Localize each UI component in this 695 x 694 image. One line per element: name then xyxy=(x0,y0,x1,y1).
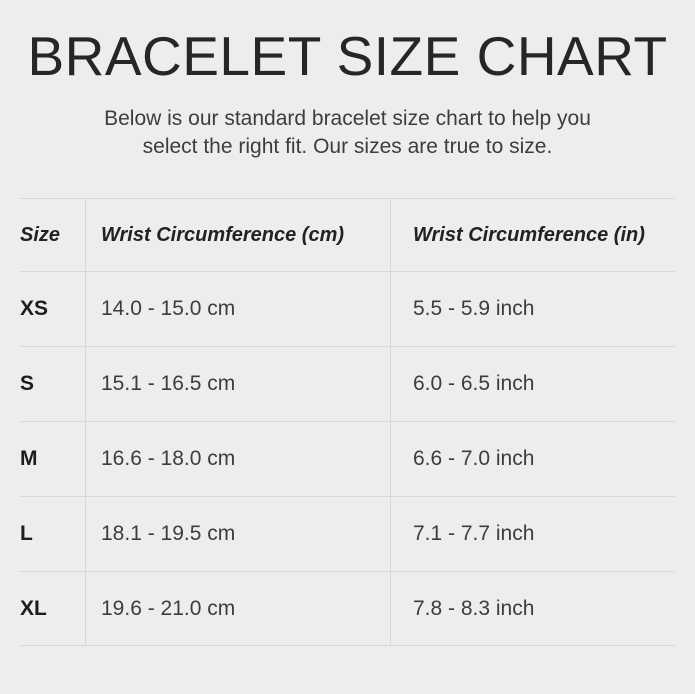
table-row-s: S 15.1 - 16.5 cm 6.0 - 6.5 inch xyxy=(20,346,675,421)
cm-range: 19.6 - 21.0 cm xyxy=(85,572,390,645)
header-cell-size: Size xyxy=(20,223,61,246)
page-subtitle: Below is our standard bracelet size char… xyxy=(38,105,658,161)
inch-range: 5.5 - 5.9 inch xyxy=(390,272,675,346)
size-label: L xyxy=(20,522,33,545)
table-row-xs: XS 14.0 - 15.0 cm 5.5 - 5.9 inch xyxy=(20,271,675,346)
inch-range: 7.1 - 7.7 inch xyxy=(390,497,675,571)
cm-range: 18.1 - 19.5 cm xyxy=(85,497,390,571)
inch-range: 7.8 - 8.3 inch xyxy=(390,572,675,645)
inch-range: 6.0 - 6.5 inch xyxy=(390,347,675,421)
cm-range: 14.0 - 15.0 cm xyxy=(85,272,390,346)
inch-range: 6.6 - 7.0 inch xyxy=(390,422,675,496)
header-cell-cm: Wrist Circumference (cm) xyxy=(85,199,390,271)
size-label: XL xyxy=(20,596,47,620)
subtitle-line-1: Below is our standard bracelet size char… xyxy=(104,106,591,130)
header-cell-inch: Wrist Circumference (in) xyxy=(390,199,675,271)
size-label: S xyxy=(20,372,35,395)
subtitle-line-2: select the right fit. Our sizes are true… xyxy=(142,134,553,158)
size-label: XS xyxy=(20,297,49,320)
table-header-row: Size Wrist Circumference (cm) Wrist Circ… xyxy=(20,198,675,271)
table-row-m: M 16.6 - 18.0 cm 6.6 - 7.0 inch xyxy=(20,421,675,496)
header-block: BRACELET SIZE CHART Below is our standar… xyxy=(0,0,695,161)
page-title: BRACELET SIZE CHART xyxy=(27,25,668,87)
cm-range: 16.6 - 18.0 cm xyxy=(85,422,390,496)
size-label: M xyxy=(20,447,38,470)
cm-range: 15.1 - 16.5 cm xyxy=(85,347,390,421)
table-row-l: L 18.1 - 19.5 cm 7.1 - 7.7 inch xyxy=(20,496,675,571)
table-row-xl: XL 19.6 - 21.0 cm 7.8 - 8.3 inch xyxy=(20,571,675,646)
size-table: Size Wrist Circumference (cm) Wrist Circ… xyxy=(20,198,675,646)
